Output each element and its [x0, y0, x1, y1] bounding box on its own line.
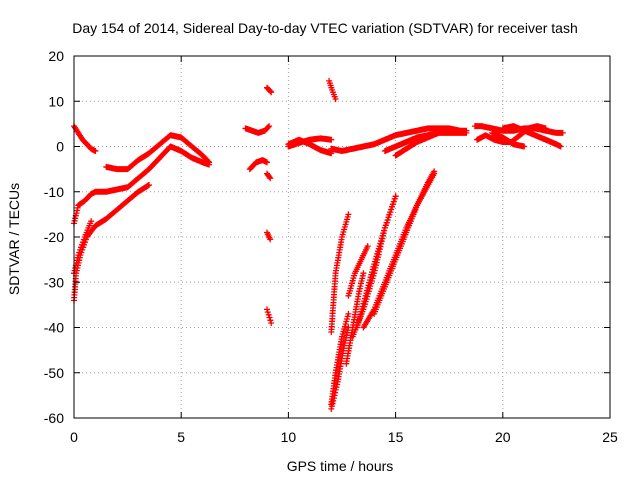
marker-cloud [328, 211, 352, 335]
series-arc-15 [328, 211, 352, 335]
y-tick-label: -30 [44, 274, 64, 290]
y-tick-label: -50 [44, 365, 64, 381]
y-tick-label: 10 [48, 93, 64, 109]
x-tick-label: 25 [602, 429, 618, 445]
marker-cloud [328, 125, 470, 154]
x-tick-label: 5 [177, 429, 185, 445]
marker-cloud [242, 123, 273, 136]
marker-cloud [71, 123, 99, 154]
series-arc-1 [71, 123, 99, 154]
x-tick-label: 15 [388, 429, 404, 445]
series-arc-29 [499, 123, 564, 150]
data-points [71, 77, 566, 412]
series-arc-30 [489, 129, 528, 150]
series-arc-14 [326, 77, 339, 102]
series-arc-23 [371, 170, 438, 317]
marker-cloud [328, 324, 352, 412]
series-arc-6 [242, 123, 273, 136]
chart-title: Day 154 of 2014, Sidereal Day-to-day VTE… [72, 20, 578, 36]
axis-ticks: 0 5 10 15 20 25 -60 -50 -40 -30 -20 -10 0 10 20 [44, 48, 618, 445]
marker-cloud [371, 170, 438, 317]
y-tick-label: 0 [56, 139, 64, 155]
series-arc-18 [343, 270, 367, 367]
marker-cloud [343, 270, 367, 367]
y-tick-label: -60 [44, 410, 64, 426]
series-arc-26 [392, 129, 442, 159]
y-tick-label: -10 [44, 184, 64, 200]
series-arc-9 [264, 170, 274, 182]
x-tick-label: 20 [495, 429, 511, 445]
marker-cloud [103, 132, 213, 173]
series-arc-11 [264, 306, 275, 326]
y-axis-label: SDTVAR / TECUs [6, 183, 22, 295]
marker-cloud [345, 243, 371, 299]
series-arc-3 [103, 132, 213, 173]
marker-cloud [489, 129, 528, 150]
marker-cloud [246, 157, 270, 173]
series-arc-24 [328, 125, 470, 154]
marker-cloud [499, 123, 564, 150]
y-tick-label: -40 [44, 320, 64, 336]
x-tick-label: 0 [70, 429, 78, 445]
x-axis-label: GPS time / hours [287, 458, 394, 474]
marker-cloud [264, 84, 275, 96]
marker-cloud [264, 229, 274, 243]
x-tick-label: 10 [281, 429, 297, 445]
marker-cloud [354, 193, 399, 331]
series-arc-7 [246, 157, 270, 173]
series-arc-13 [285, 136, 335, 157]
marker-cloud [285, 136, 335, 157]
series-arc-17 [328, 324, 352, 412]
marker-cloud [326, 77, 339, 102]
series-arc-19 [345, 243, 371, 299]
series-arc-10 [264, 229, 274, 243]
marker-cloud [264, 170, 274, 182]
marker-cloud [392, 129, 442, 159]
y-tick-label: 20 [48, 48, 64, 64]
y-tick-label: -20 [44, 229, 64, 245]
series-arc-8 [264, 84, 275, 96]
series-arc-21 [354, 193, 399, 331]
marker-cloud [264, 306, 275, 326]
